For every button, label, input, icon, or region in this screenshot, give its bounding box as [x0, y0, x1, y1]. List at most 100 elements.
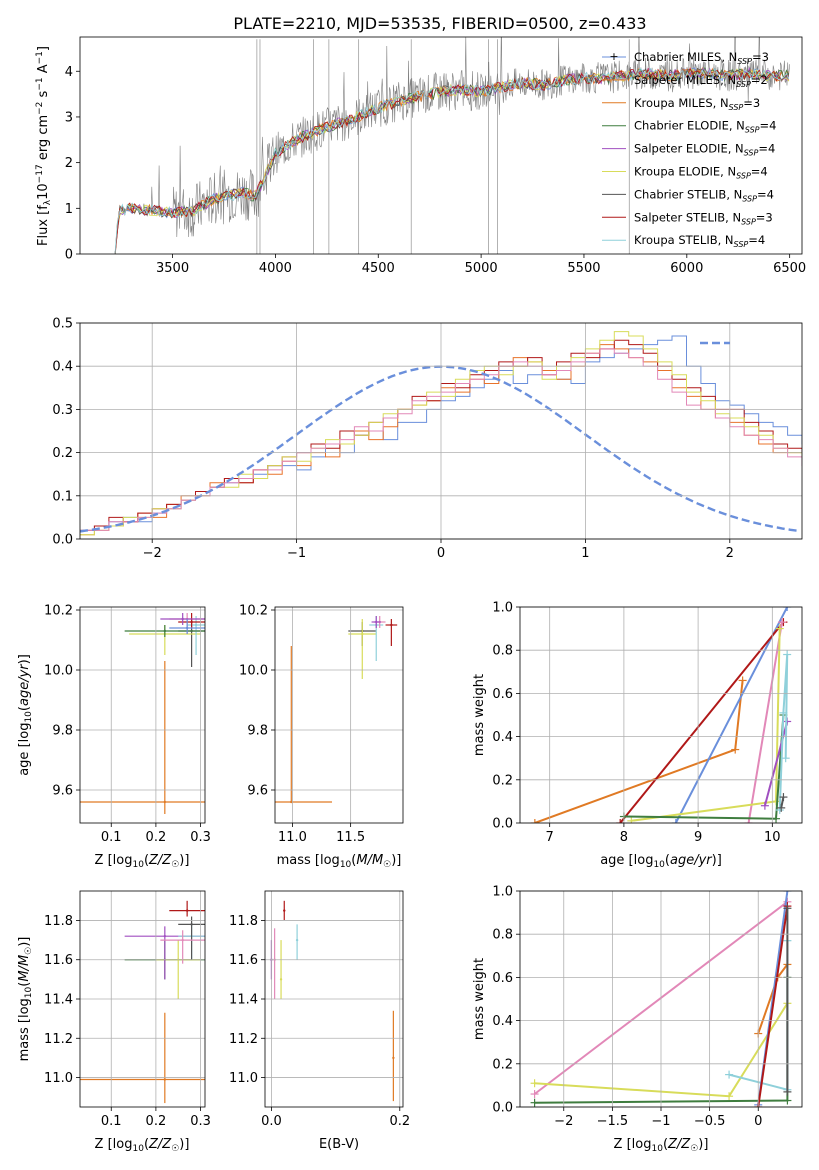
plots-layer: 3500 4000 4500 5000 5500 6000 6500 0 1 2 3 4 Flux [f…: [17, 36, 806, 1154]
panel-mass_weight_vs_age: 7 8 9 10 0.0 0.2 0.4 0.6 0.8 1.0 age [log10(age/yr…: [472, 601, 803, 870]
data-point: [163, 629, 167, 633]
data-point: [361, 632, 364, 636]
x-tick-label: 2: [726, 546, 734, 561]
y-tick-label: 0.4: [492, 1014, 513, 1029]
x-tick-label: 9: [694, 830, 702, 845]
panel-residuals: −2 −1 0 1 2 0.0 0.1 0.2 0.3 0.4 0.5: [52, 317, 803, 561]
legend-marker: +: [609, 50, 618, 63]
plot-area: [270, 900, 395, 1102]
x-axis-label: E(B-V): [319, 1137, 359, 1152]
x-tick-label: −1.5: [597, 1114, 629, 1129]
x-axis-label: age [log10(age/yr)]: [600, 853, 722, 870]
data-point: [163, 934, 167, 938]
y-tick-label: 0.2: [52, 446, 73, 461]
x-tick-label: 0: [437, 546, 445, 561]
plot-area: [80, 613, 205, 814]
x-tick-label: 3500: [156, 261, 189, 276]
data-point: [163, 800, 167, 804]
x-tick-label: 8: [620, 830, 628, 845]
legend-label: Chabrier STELIB, NSSP=4: [634, 187, 774, 203]
data-point: [181, 938, 184, 942]
x-tick-label: 0.2: [389, 1114, 410, 1129]
x-tick-label: 1: [581, 546, 589, 561]
spectrum-data-line: [114, 37, 790, 254]
weight-line: [674, 607, 789, 823]
x-tick-label: 0.2: [146, 1114, 167, 1129]
legend-label: Kroupa MILES, NSSP=3: [634, 96, 760, 112]
y-tick-label: 0.4: [492, 730, 513, 745]
y-tick-label: 9.6: [247, 784, 268, 799]
weight-line: [619, 621, 785, 823]
legend-label: Kroupa STELIB, NSSP=4: [634, 233, 765, 249]
x-tick-label: 0: [754, 1114, 762, 1129]
y-tick-label: 1: [65, 202, 73, 217]
panel-age_vs_mass: 11.0 11.5 9.6 9.8 10.0 10.2 mass [log10(M/M☉)]: [239, 604, 404, 870]
legend-label: Chabrier ELODIE, NSSP=4: [634, 119, 776, 135]
x-tick-label: 0.3: [190, 1114, 211, 1129]
x-axis-label: Z [log10(Z/Z☉)]: [614, 1137, 709, 1154]
weight-line: [757, 905, 789, 1107]
data-point: [190, 923, 193, 926]
x-tick-label: 6000: [670, 261, 703, 276]
y-tick-label: 1.0: [492, 601, 513, 616]
x-axis-label: Z [log10(Z/Z☉)]: [95, 1137, 190, 1154]
axes-frame: [79, 36, 803, 255]
data-point: [185, 909, 189, 912]
data-point: [392, 1056, 395, 1060]
axes-frame: [519, 890, 803, 1108]
y-tick-label: 3: [65, 110, 73, 125]
y-tick-label: 0.2: [492, 773, 513, 788]
legend-label: Salpeter MILES, NSSP=2: [634, 73, 768, 89]
y-tick-label: 10.2: [44, 604, 73, 619]
weight-line: [778, 654, 789, 811]
panel-mass_vs_Z: 0.1 0.2 0.3 11.0 11.2 11.4 11.6 11.8 Z [log10(Z/…: [17, 890, 211, 1154]
x-tick-label: 0.0: [261, 1114, 282, 1129]
y-axis-label: mass weight: [472, 674, 487, 756]
x-axis-label: Z [log10(Z/Z☉)]: [95, 853, 190, 870]
data-point: [390, 623, 393, 627]
x-tick-label: 6500: [773, 261, 806, 276]
y-tick-label: 0.4: [52, 360, 73, 375]
data-point: [279, 978, 283, 981]
y-tick-label: 0.1: [52, 489, 73, 504]
plot-area: [80, 900, 205, 1104]
histogram-line: [80, 348, 802, 531]
y-axis-label: Flux [fλ10−17 erg cm−2 s−1 A−1]: [35, 46, 53, 246]
x-tick-label: 7: [546, 830, 554, 845]
y-tick-label: 9.8: [247, 724, 268, 739]
plot-area: [530, 607, 792, 823]
x-axis-label: mass [log10(M/M☉)]: [277, 853, 402, 870]
axes-frame: [264, 890, 404, 1108]
model-line: [114, 67, 790, 254]
data-point: [290, 800, 293, 804]
y-tick-label: 0.2: [492, 1057, 513, 1072]
figure-title: PLATE=2210, MJD=53535, FIBERID=0500, z=0…: [233, 14, 646, 33]
x-tick-label: 0.3: [190, 830, 211, 845]
y-tick-label: 11.2: [229, 1032, 258, 1047]
y-tick-label: 4: [65, 65, 73, 80]
histogram-line: [80, 331, 802, 536]
legend-label: Kroupa ELODIE, NSSP=4: [634, 165, 768, 181]
data-point: [194, 623, 198, 627]
legend-label: Salpeter STELIB, NSSP=3: [634, 210, 773, 226]
data-point: [295, 938, 299, 942]
y-tick-label: 0.0: [492, 1101, 513, 1116]
x-tick-label: 5000: [465, 261, 498, 276]
y-tick-label: 11.6: [44, 953, 73, 968]
y-tick-label: 11.6: [229, 953, 258, 968]
y-tick-label: 0.6: [492, 687, 513, 702]
y-axis-label: mass [log10(M/M☉)]: [17, 937, 34, 1062]
y-axis-label: mass weight: [472, 958, 487, 1040]
legend-label: Salpeter ELODIE, NSSP=4: [634, 142, 775, 158]
y-tick-label: 9.8: [52, 724, 73, 739]
axes-frame: [79, 322, 803, 540]
x-tick-label: −1: [651, 1114, 670, 1129]
axes-frame: [79, 606, 206, 824]
y-tick-label: 10.2: [239, 604, 268, 619]
y-tick-label: 0.8: [492, 928, 513, 943]
panel-age_vs_Z: 0.1 0.2 0.3 9.6 9.8 10.0 10.2 Z [log10(Z/Z☉)] ag…: [17, 604, 211, 871]
y-tick-label: 0.0: [492, 817, 513, 832]
data-point: [283, 909, 286, 912]
y-tick-label: 11.2: [44, 1032, 73, 1047]
